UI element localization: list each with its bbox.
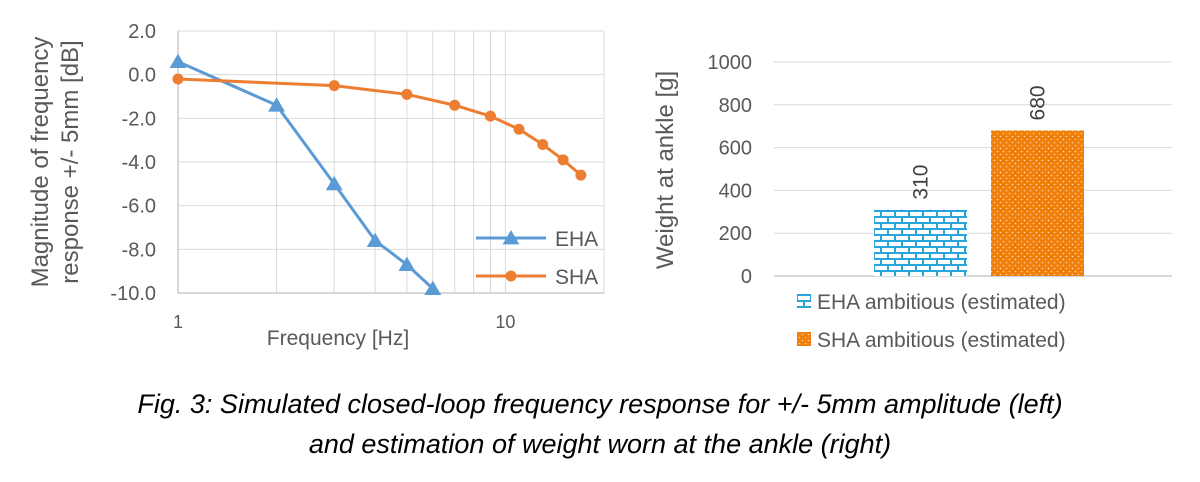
left-x-tick-label: 10 bbox=[495, 312, 515, 332]
caption-line-1: Fig. 3: Simulated closed-loop frequency … bbox=[137, 389, 1063, 419]
series-sha-point bbox=[172, 73, 184, 85]
legend-item-eha-ambitious: EHA ambitious (estimated) bbox=[797, 291, 1066, 314]
left-y-tick-label: 2.0 bbox=[128, 21, 156, 43]
right-legend: EHA ambitious (estimated) SHA ambitious (… bbox=[797, 291, 1066, 352]
right-y-tick-label: 400 bbox=[719, 180, 752, 202]
weight-bar-chart: 0 200 400 600 800 1000 Weight at ankle [g] 31… bbox=[652, 52, 1172, 352]
legend-swatch-sha bbox=[797, 332, 811, 346]
legend-label-sha: SHA bbox=[555, 266, 598, 289]
right-y-axis-label: Weight at ankle [g] bbox=[652, 71, 679, 269]
series-eha-point bbox=[424, 280, 442, 296]
bar-eha bbox=[874, 209, 967, 276]
legend-marker-sha bbox=[505, 270, 517, 282]
series-eha bbox=[169, 53, 442, 296]
legend-item-sha-ambitious: SHA ambitious (estimated) bbox=[797, 329, 1066, 352]
series-sha-point bbox=[401, 88, 413, 100]
left-x-tick-label: 1 bbox=[173, 312, 183, 332]
series-eha-point bbox=[325, 175, 343, 191]
series-sha-point bbox=[513, 123, 525, 135]
left-y-tick-label: -2.0 bbox=[122, 108, 156, 130]
legend-label-eha-ambitious: EHA ambitious (estimated) bbox=[817, 291, 1066, 314]
right-y-axis-label-wrap: Weight at ankle [g] bbox=[652, 71, 679, 269]
left-y-tick-label: 0.0 bbox=[128, 65, 156, 87]
right-y-tick-label: 1000 bbox=[708, 52, 753, 74]
series-eha-point bbox=[398, 256, 416, 272]
right-bars: 310 680 bbox=[874, 85, 1084, 276]
right-gridlines bbox=[774, 61, 1172, 277]
legend-label-sha-ambitious: SHA ambitious (estimated) bbox=[817, 329, 1066, 352]
left-y-axis-label-line-1: Magnitude of frequency bbox=[27, 37, 54, 288]
left-series bbox=[169, 53, 587, 296]
left-x-tick-labels: 1 10 bbox=[173, 312, 515, 332]
series-sha-point bbox=[557, 154, 569, 166]
left-y-tick-labels: 2.0 0.0 -2.0 -4.0 -6.0 -8.0 -10.0 bbox=[110, 21, 156, 305]
left-y-tick-label: -4.0 bbox=[122, 152, 156, 174]
right-y-tick-labels: 0 200 400 600 800 1000 bbox=[708, 52, 753, 288]
series-sha-point bbox=[484, 110, 496, 122]
right-y-tick-label: 800 bbox=[719, 95, 752, 117]
series-sha bbox=[172, 73, 587, 181]
legend-item-sha: SHA bbox=[476, 266, 598, 289]
figure-caption: Fig. 3: Simulated closed-loop frequency … bbox=[0, 384, 1200, 464]
frequency-response-chart: 2.0 0.0 -2.0 -4.0 -6.0 -8.0 -10.0 1 10 Frequenc… bbox=[27, 21, 605, 350]
bar-data-label: 680 bbox=[1027, 85, 1050, 120]
series-sha-point bbox=[449, 99, 461, 111]
legend-swatch-eha bbox=[797, 294, 811, 308]
series-sha-point bbox=[328, 80, 340, 92]
left-y-tick-label: -8.0 bbox=[122, 239, 156, 261]
left-gridlines bbox=[177, 30, 605, 294]
series-eha-point bbox=[268, 97, 285, 112]
right-y-tick-label: 200 bbox=[719, 223, 752, 245]
legend-label-eha: EHA bbox=[555, 228, 598, 251]
left-y-tick-label: -6.0 bbox=[122, 196, 156, 218]
legend-item-eha: EHA bbox=[476, 228, 598, 251]
bar-sha bbox=[991, 130, 1084, 276]
figure: 2.0 0.0 -2.0 -4.0 -6.0 -8.0 -10.0 1 10 Frequenc… bbox=[27, 21, 1172, 352]
series-eha-point bbox=[366, 232, 384, 247]
left-y-axis-label-line-2: response +/- 5mm [dB] bbox=[57, 40, 84, 283]
legend-marker-eha bbox=[502, 230, 520, 245]
bar-data-label: 310 bbox=[910, 165, 933, 200]
left-y-tick-label: -10.0 bbox=[110, 283, 156, 305]
left-legend: EHA SHA bbox=[476, 228, 598, 289]
left-x-axis-label: Frequency [Hz] bbox=[267, 327, 409, 350]
caption-line-2: and estimation of weight worn at the ank… bbox=[308, 429, 892, 459]
series-eha-point bbox=[169, 53, 187, 68]
right-y-tick-label: 0 bbox=[741, 266, 752, 288]
right-y-tick-label: 600 bbox=[719, 138, 752, 160]
series-eha-line bbox=[177, 60, 434, 290]
series-sha-point bbox=[575, 169, 587, 181]
left-y-axis-label: Magnitude of frequency response +/- 5mm … bbox=[27, 37, 84, 288]
series-sha-point bbox=[537, 139, 549, 151]
